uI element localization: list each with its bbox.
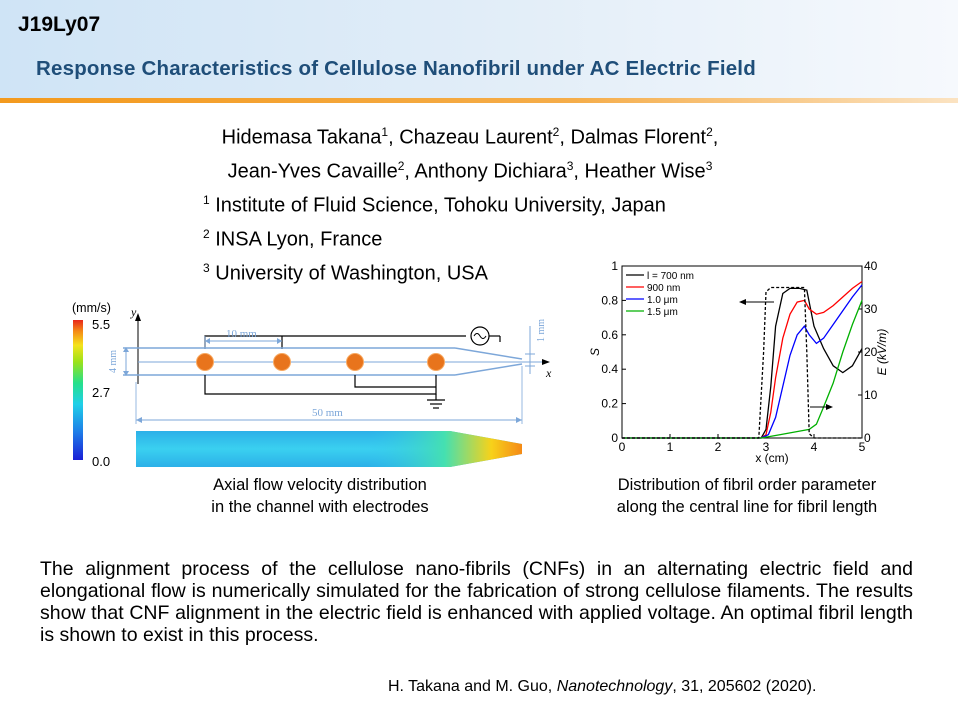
y-tick-label: 0.8 <box>601 293 618 307</box>
author-affil-mark: 1 <box>381 125 389 139</box>
colorbar <box>73 320 83 460</box>
legend-label: 900 nm <box>647 283 680 294</box>
series-line-1 <box>622 280 863 439</box>
author-affil-mark: 2 <box>397 158 405 173</box>
affiliation-item: 2 INSA Lyon, France <box>203 227 383 251</box>
author-affil-mark: 2 <box>552 125 560 139</box>
y-tick-label: 0.2 <box>601 397 618 411</box>
y-tick-label: 0 <box>611 431 618 445</box>
colorbar-tick-max: 5.5 <box>92 317 110 332</box>
y-axis-label: S <box>588 348 602 356</box>
affiliation-item: 1 Institute of Fluid Science, Tohoku Uni… <box>203 193 666 217</box>
affiliation-list: 1 Institute of Fluid Science, Tohoku Uni… <box>203 186 666 288</box>
dim-length: 50 mm <box>312 407 343 419</box>
author-name: Anthony Dichiara <box>414 160 567 183</box>
author-name: Dalmas Florent <box>570 126 707 149</box>
colorbar-tick-min: 0.0 <box>92 454 110 469</box>
x-axis-label: x (cm) <box>755 451 788 465</box>
electrode <box>273 353 291 371</box>
axis-arrow-right <box>810 404 833 410</box>
author-name: Heather Wise <box>584 160 706 183</box>
y2-tick-label: 40 <box>864 259 878 273</box>
figure-right-caption: Distribution of fibril order parameter a… <box>616 476 878 516</box>
x-tick-label: 1 <box>667 440 674 454</box>
y2-tick-label: 30 <box>864 302 878 316</box>
header-band <box>0 0 958 98</box>
y2-tick-label: 20 <box>864 345 878 359</box>
ground-icon <box>427 399 445 409</box>
author-name: Chazeau Laurent <box>399 126 553 149</box>
y2-axis-label: E (kV/m) <box>875 329 889 376</box>
paper-code: J19Ly07 <box>18 13 101 36</box>
y-tick-label: 0.6 <box>601 328 618 342</box>
page-title: Response Characteristics of Cellulose Na… <box>36 57 756 80</box>
abstract-text: The alignment process of the cellulose n… <box>40 558 913 646</box>
colorbar-tick-mid: 2.7 <box>92 385 110 400</box>
author-affil-mark: 3 <box>705 158 713 173</box>
header-divider <box>0 98 958 103</box>
y2-tick-label: 0 <box>864 431 871 445</box>
author-affil-mark: 3 <box>566 158 574 173</box>
x-tick-label: 0 <box>619 440 626 454</box>
axis-arrow-left <box>739 299 774 305</box>
y-tick-label: 1 <box>611 259 618 273</box>
x-tick-label: 5 <box>859 440 866 454</box>
author-name: Hidemasa Takana <box>221 126 382 149</box>
electrode <box>346 353 364 371</box>
legend-label: l = 700 nm <box>647 271 694 282</box>
channel-figure: (mm/s) 5.5 2.7 0.0 y x 4 mm 1 mm 10 mm <box>72 301 552 469</box>
dim-channel-width: 4 mm <box>108 350 119 373</box>
series-line-0 <box>622 287 863 439</box>
dim-outlet-width: 1 mm <box>536 319 547 342</box>
legend-label: 1.0 μm <box>647 295 678 306</box>
journal-name: Nanotechnology <box>556 678 673 695</box>
author-list: Hidemasa Takana1, Chazeau Laurent2, Dalm… <box>221 125 719 183</box>
x-tick-label: 4 <box>811 440 818 454</box>
author-affil-mark: 2 <box>706 125 713 139</box>
citation: H. Takana and M. Guo, Nanotechnology, 31… <box>388 678 817 695</box>
y2-tick-label: 10 <box>864 388 878 402</box>
y-tick-label: 0.4 <box>601 362 618 376</box>
electrode <box>196 353 214 371</box>
affiliation-item: 3 University of Washington, USA <box>203 261 488 285</box>
dim-electrode-spacing: 10 mm <box>226 328 257 340</box>
x-tick-label: 3 <box>763 440 770 454</box>
axis-y-label: y <box>130 305 137 319</box>
electrode <box>427 353 445 371</box>
series-line-3 <box>622 300 863 439</box>
legend-label: 1.5 μm <box>647 307 678 318</box>
author-name: Jean-Yves Cavaille <box>227 160 398 183</box>
series-line-4 <box>622 286 862 439</box>
figure-left-caption: Axial flow velocity distribution in the … <box>211 476 429 516</box>
colorbar-unit: (mm/s) <box>72 301 111 315</box>
axis-x-label: x <box>545 366 552 380</box>
x-tick-label: 2 <box>715 440 722 454</box>
series-line-2 <box>622 284 863 439</box>
